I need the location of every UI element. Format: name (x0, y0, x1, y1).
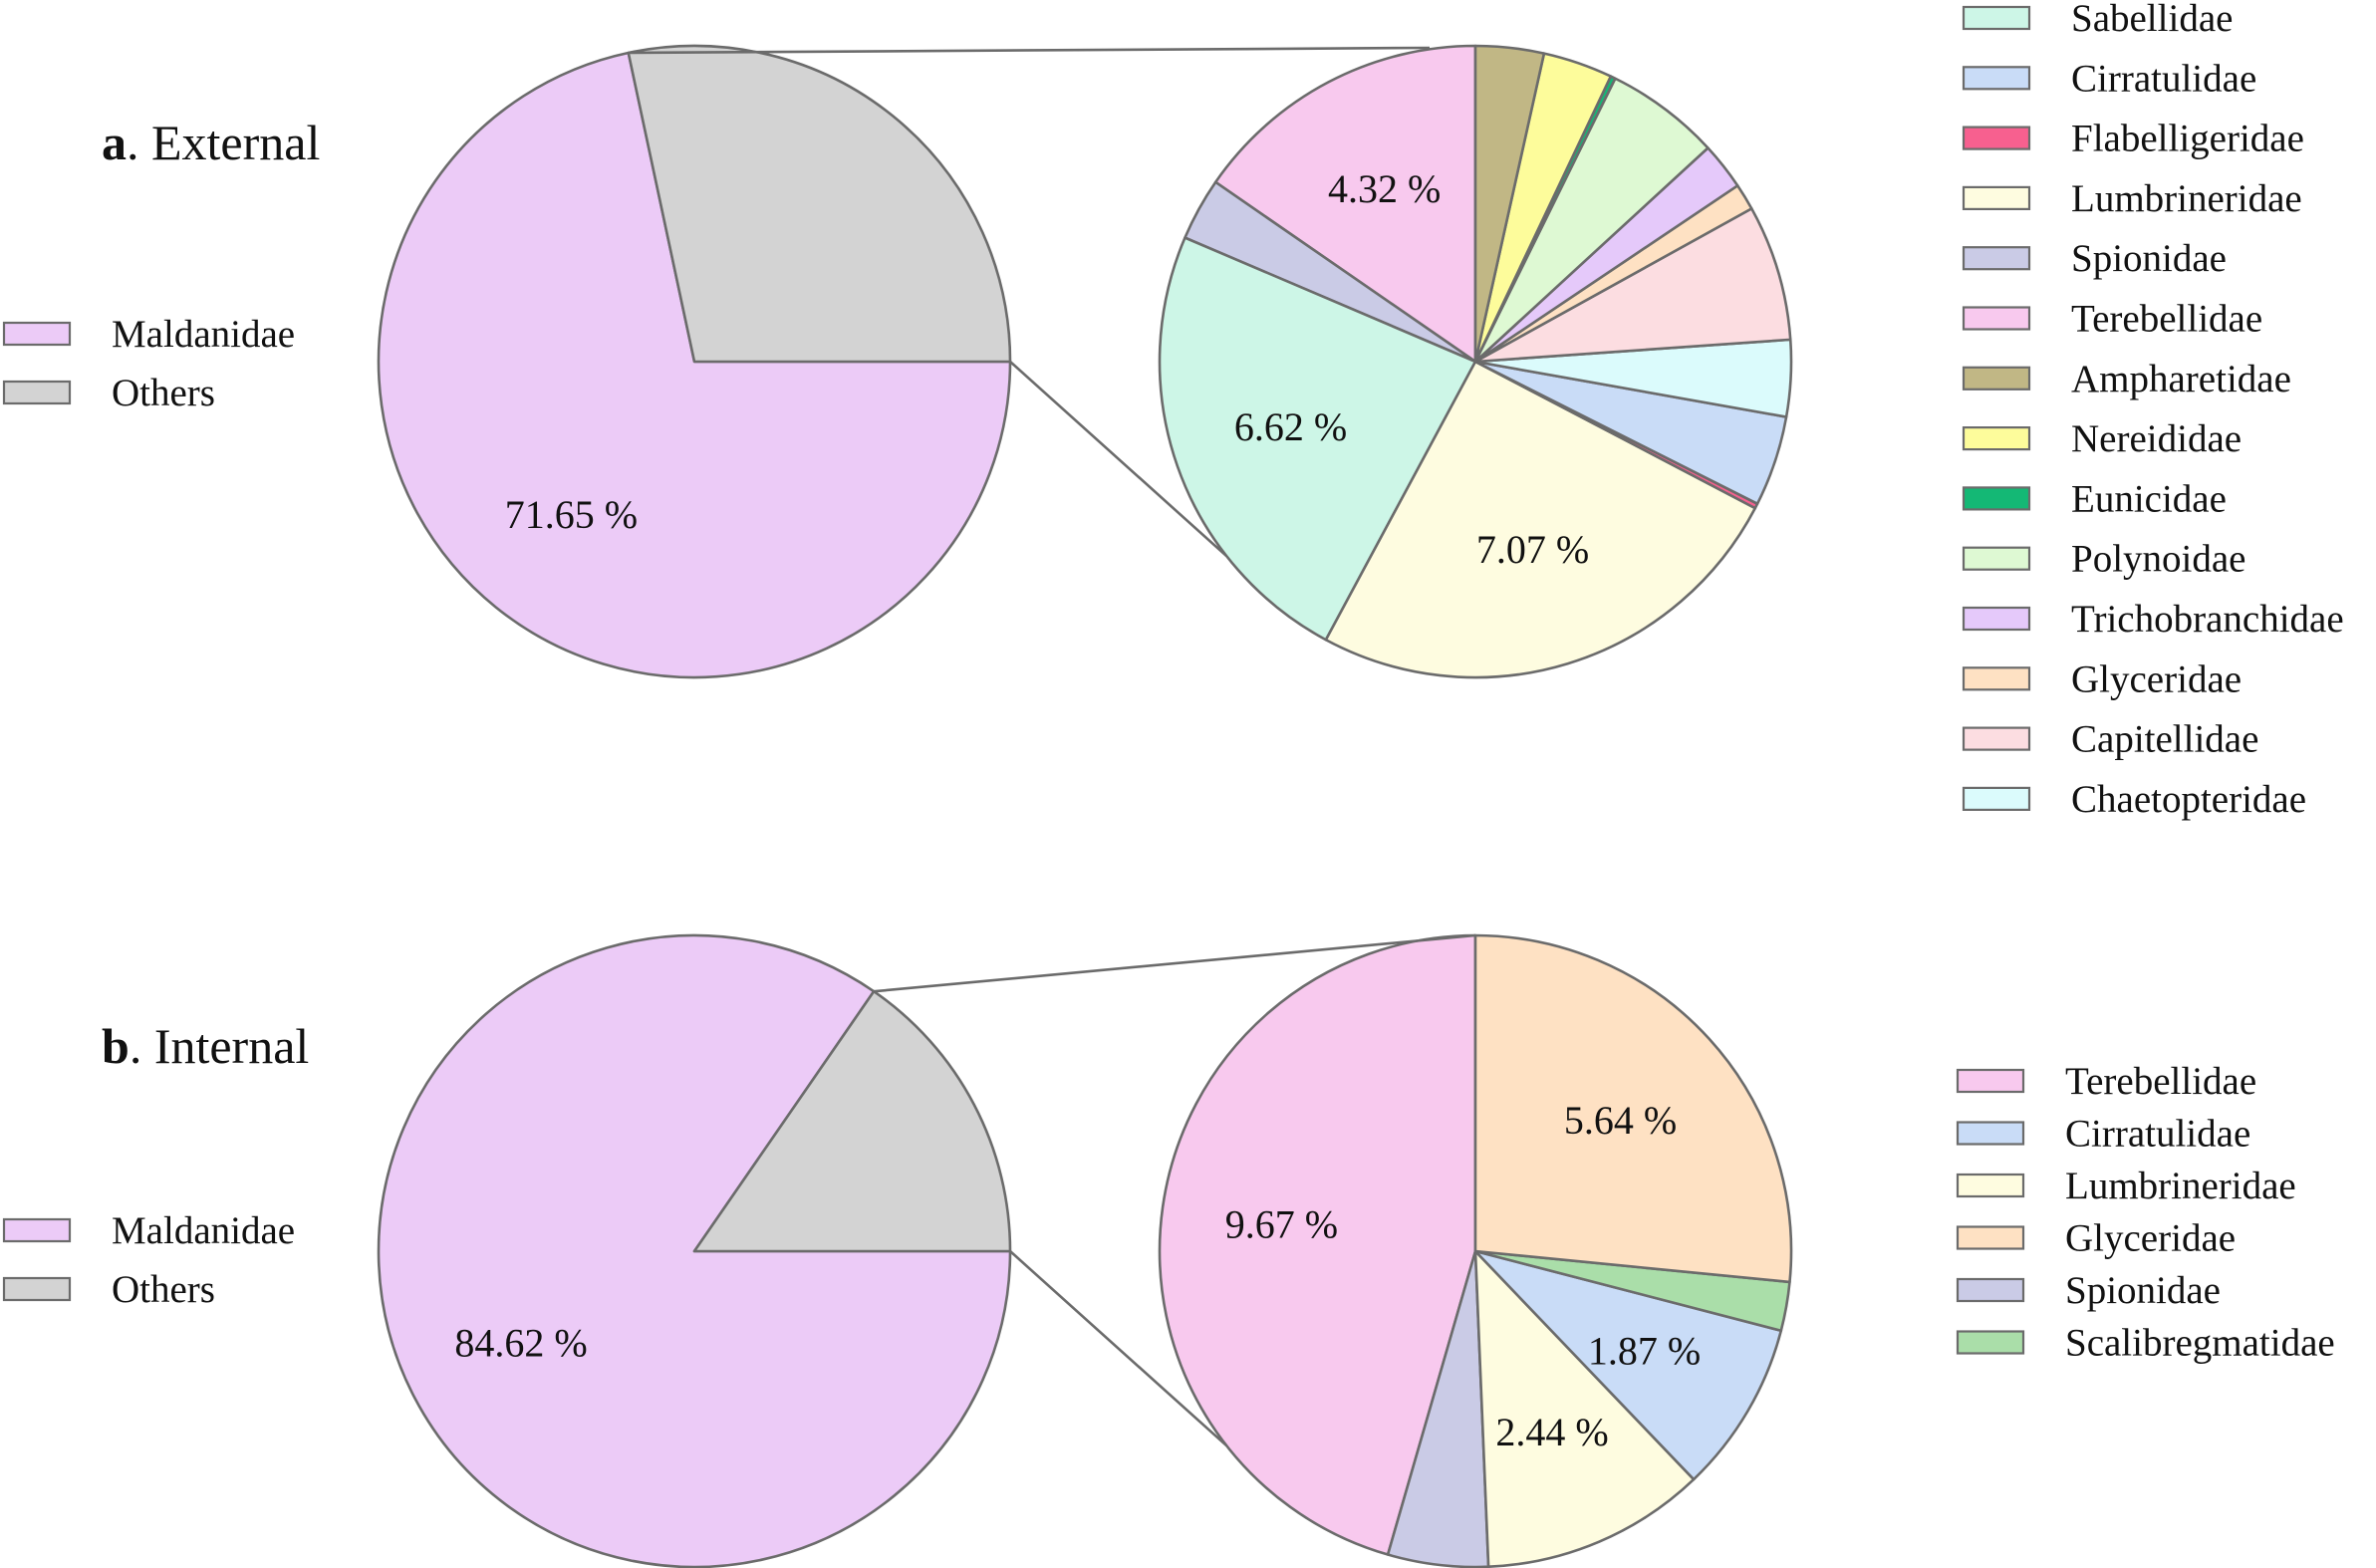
chart-b-main-label-maldanidae: 84.62 % (454, 1320, 587, 1365)
chart-a-detail-slice-terebellidae (1213, 44, 1477, 364)
chart-a-title-text: . External (127, 115, 320, 170)
chart-b-detail-legend-label-terebellidae: Terebellidae (2065, 1060, 2256, 1103)
chart-b-detail-legend-label-scalibregmatidae: Scalibregmatidae (2065, 1322, 2335, 1365)
chart-b-connector-bottom (1009, 1250, 1228, 1447)
chart-b-main-legend-label-maldanidae: Maldanidae (112, 1209, 295, 1252)
chart-a-detail-legend-swatch-capitellidae (1962, 726, 2031, 751)
chart-a-detail-legend-label-flabelligeridae: Flabelligeridae (2071, 118, 2304, 160)
chart-a-detail-legend-swatch-chaetopteridae (1962, 786, 2031, 812)
chart-a-detail-legend-swatch-lumbrineridae (1962, 185, 2031, 210)
chart-a-detail-legend-label-lumbrineridae: Lumbrineridae (2071, 177, 2302, 220)
chart-b-detail-slice-cirratulidae (1473, 1249, 1783, 1481)
chart-a-detail-label-lumbrineridae: 7.07 % (1476, 527, 1589, 572)
chart-a-detail-legend-label-trichobranchidae: Trichobranchidae (2071, 598, 2344, 641)
chart-a-detail-legend-swatch-cirratulidae (1962, 66, 2031, 91)
chart-b-detail-slice-glyceridae (1473, 933, 1793, 1284)
chart-a-detail-label-terebellidae: 4.32 % (1328, 166, 1441, 211)
chart-b-detail-label-cirratulidae: 1.87 % (1588, 1329, 1701, 1374)
chart-b-detail-legend-swatch-scalibregmatidae (1956, 1330, 2025, 1355)
chart-a-title: a. External (102, 115, 320, 170)
chart-a-main-slice-others (627, 44, 1012, 364)
chart-a-detail-legend-swatch-trichobranchidae (1962, 606, 2031, 632)
chart-b-detail-label-terebellidae: 9.67 % (1225, 1202, 1338, 1247)
chart-a-detail-legend-label-nereididae: Nereididae (2071, 417, 2242, 460)
chart-b-detail-slice-terebellidae (1158, 933, 1477, 1556)
chart-a-detail-legend-swatch-spionidae (1962, 246, 2031, 271)
chart-b-detail-legend-swatch-lumbrineridae (1956, 1173, 2025, 1198)
chart-b-title-text: . Internal (130, 1018, 309, 1074)
chart-a-detail-legend-swatch-flabelligeridae (1962, 126, 2031, 150)
chart-a-detail-legend-label-cirratulidae: Cirratulidae (2071, 57, 2256, 100)
chart-a-main-legend-swatch-others (2, 380, 72, 405)
chart-a-detail-legend-label-sabellidae: Sabellidae (2071, 0, 2233, 40)
chart-b-connector-top (874, 933, 1476, 993)
chart-b-main-slice-others (692, 989, 1012, 1253)
chart-b-main-legend-swatch-maldanidae (2, 1217, 72, 1243)
chart-a-detail-legend-label-spionidae: Spionidae (2071, 237, 2227, 280)
chart-a-detail-legend-swatch-glyceridae (1962, 666, 2031, 691)
chart-b-panel: b. Internal 84.62 % 9.67 % 2.44 % 1.87 % 5.64… (2, 933, 2335, 1568)
chart-a-main-legend-swatch-maldanidae (2, 321, 72, 347)
chart-b-title-letter: b (102, 1018, 130, 1074)
chart-a-detail-legend-swatch-ampharetidae (1962, 366, 2031, 391)
chart-b-detail-slice-lumbrineridae (1473, 1249, 1696, 1568)
chart-b-main-legend-swatch-others (2, 1276, 72, 1302)
chart-a-detail-legend-swatch-eunicidae (1962, 486, 2031, 511)
chart-a-detail-slice-capitellidae (1473, 207, 1792, 364)
chart-a-title-letter: a (102, 115, 127, 170)
chart-a-main-legend-label-others: Others (112, 372, 215, 414)
chart-a-detail-legend-label-chaetopteridae: Chaetopteridae (2071, 778, 2306, 821)
chart-a-detail-legend-swatch-polynoidae (1962, 546, 2031, 571)
chart-b-detail-legend-swatch-terebellidae (1956, 1068, 2025, 1094)
chart-a-detail-legend-label-ampharetidae: Ampharetidae (2071, 358, 2291, 400)
chart-a-main-slice-maldanidae (377, 51, 1012, 679)
chart-b-detail-label-glyceridae: 5.64 % (1564, 1098, 1677, 1143)
chart-a-detail-slice-lumbrineridae (1324, 360, 1757, 679)
chart-a-connector-bottom (1009, 361, 1228, 558)
chart-b-detail-legend-label-cirratulidae: Cirratulidae (2065, 1113, 2250, 1156)
chart-a-detail-legend-swatch-terebellidae (1962, 306, 2031, 331)
chart-a-detail-slice-sabellidae (1158, 236, 1477, 642)
chart-a-detail-legend-label-terebellidae: Terebellidae (2071, 298, 2262, 341)
chart-a-connector-top (628, 46, 1431, 55)
chart-a-main-legend-label-maldanidae: Maldanidae (112, 313, 295, 356)
chart-b-detail-legend-label-spionidae: Spionidae (2065, 1269, 2221, 1312)
chart-a-detail-legend-swatch-sabellidae (1962, 5, 2031, 31)
chart-a-detail-legend-swatch-nereididae (1962, 426, 2031, 451)
chart-b-detail-label-lumbrineridae: 2.44 % (1495, 1410, 1608, 1454)
chart-a-detail-legend-label-eunicidae: Eunicidae (2071, 477, 2227, 520)
chart-a-detail-label-sabellidae: 6.62 % (1234, 404, 1347, 449)
chart-a-detail-legend-label-capitellidae: Capitellidae (2071, 718, 2258, 761)
chart-b-title: b. Internal (102, 1018, 309, 1074)
chart-a-detail-slice-ampharetidae (1473, 44, 1546, 364)
chart-a-main-label-maldanidae: 71.65 % (505, 492, 638, 537)
chart-a-detail-legend-label-glyceridae: Glyceridae (2071, 657, 2242, 700)
chart-b-main-slice-maldanidae (377, 933, 1012, 1568)
chart-b-detail-legend-label-lumbrineridae: Lumbrineridae (2065, 1165, 2296, 1207)
chart-b-detail-legend-swatch-spionidae (1956, 1277, 2025, 1303)
chart-b-main-legend-label-others: Others (112, 1268, 215, 1311)
chart-b-detail-legend-swatch-glyceridae (1956, 1225, 2025, 1250)
chart-b-detail-legend-label-glyceridae: Glyceridae (2065, 1217, 2236, 1260)
chart-b-detail-legend-swatch-cirratulidae (1956, 1121, 2025, 1146)
chart-a-detail-legend-label-polynoidae: Polynoidae (2071, 538, 2245, 581)
chart-a-panel: a. External 71.65 % 4.32 % 6.62 % 7.07 % Mald… (2, 0, 2344, 821)
